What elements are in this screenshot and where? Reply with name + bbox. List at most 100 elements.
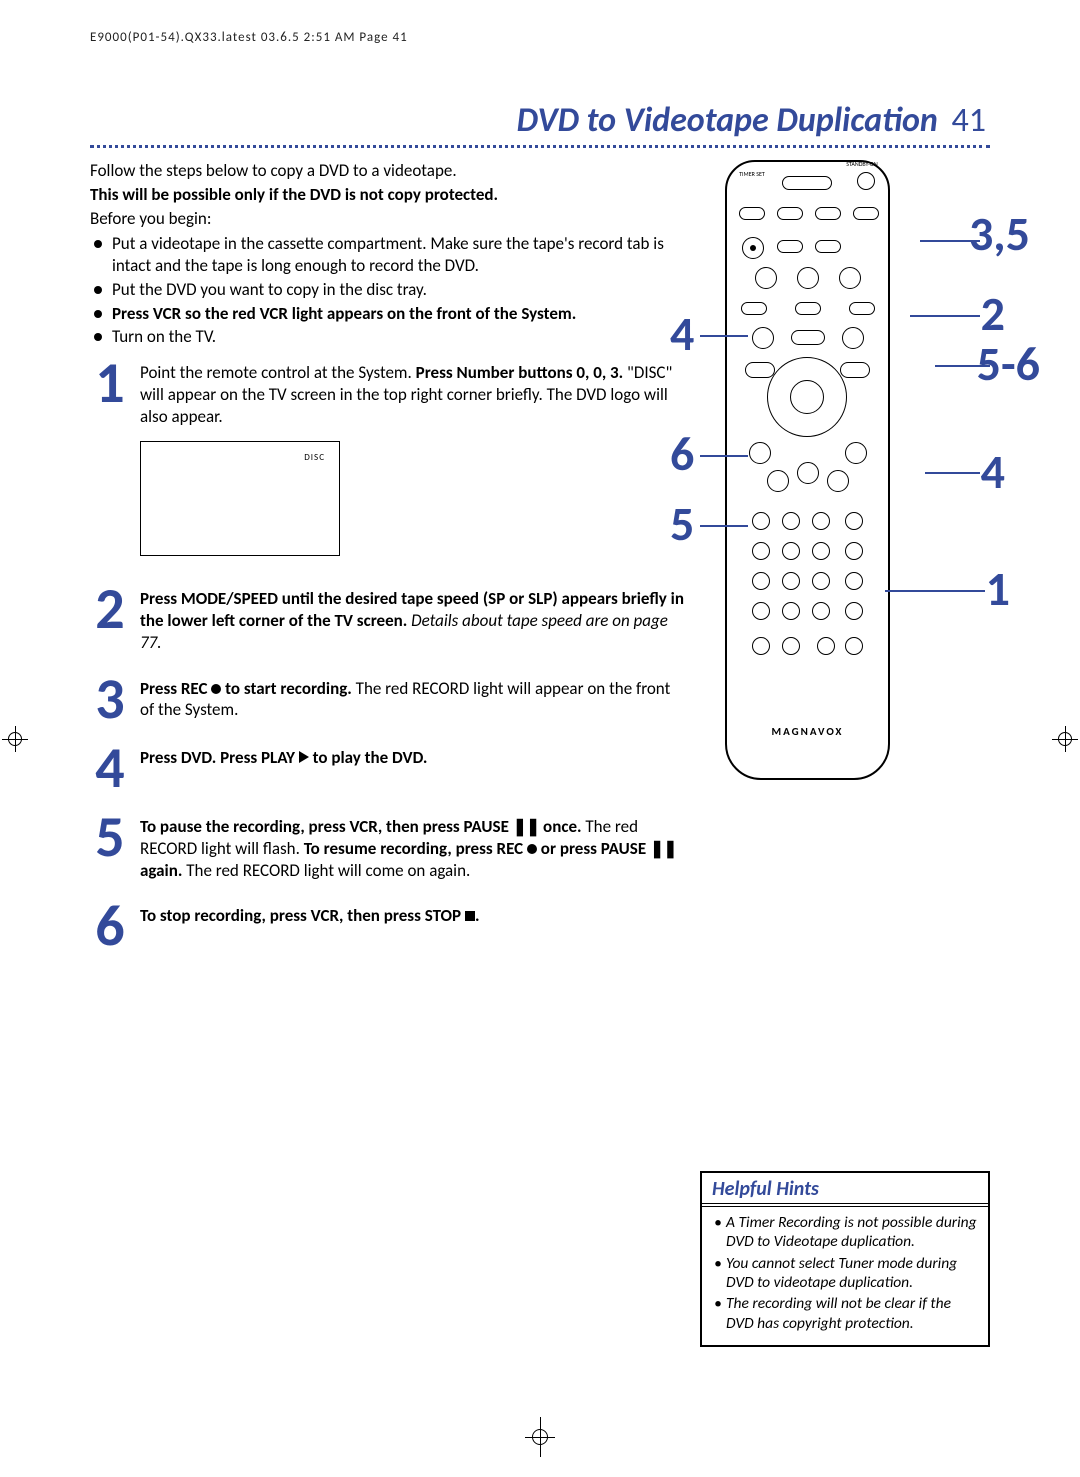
setup-button	[739, 207, 765, 220]
remote-label: STANDBY-ON	[837, 160, 887, 168]
print-header: E9000(P01-54).QX33.latest 03.6.5 2:51 AM…	[90, 30, 990, 45]
callout-line	[700, 335, 748, 337]
callout-6-left: 6	[670, 430, 694, 478]
page-title: DVD to Videotape Duplication	[517, 100, 938, 141]
intro-bullet: Turn on the TV.	[90, 326, 685, 348]
rew-button	[767, 470, 789, 492]
ab-button	[845, 602, 863, 620]
title-rule	[90, 145, 990, 148]
vol-plus-button	[845, 637, 863, 655]
menu-button	[745, 362, 775, 378]
step-6: 6 To stop recording, press VCR, then pre…	[90, 901, 685, 950]
callout-line	[700, 525, 748, 527]
display-button	[777, 240, 803, 253]
step-number: 5	[90, 812, 130, 861]
intro-line3: Before you begin:	[90, 208, 685, 230]
search-mode-button	[845, 572, 863, 590]
vol-minus-button	[817, 637, 835, 655]
intro-bullet: Put a videotape in the cassette compartm…	[90, 233, 685, 277]
disc-label: DISC	[304, 452, 325, 464]
step-text: Press DVD. Press PLAY	[140, 747, 299, 768]
step-text: To pause the recording, press VCR, then …	[140, 816, 513, 837]
step-text: To resume recording, press REC	[304, 838, 527, 859]
registration-mark-left	[2, 726, 28, 752]
ok-ring	[790, 380, 824, 414]
steps: 1 Point the remote control at the System…	[90, 358, 685, 951]
slow-button	[845, 512, 863, 530]
play-icon	[299, 751, 309, 763]
num-9	[812, 572, 830, 590]
remote-outline: TIMER SET STANDBY-ON	[725, 160, 890, 780]
step-number: 1	[90, 358, 130, 407]
stop-icon	[465, 911, 475, 921]
callout-line	[920, 240, 980, 242]
step-text: The red RECORD light will appear on the …	[140, 678, 670, 721]
play-button	[845, 442, 867, 464]
audio-button	[777, 207, 803, 220]
callout-1: 1	[986, 565, 1010, 613]
skip-up-button	[839, 267, 861, 289]
pause-icon: ❚❚	[513, 816, 540, 838]
remote-label: TIMER SET	[737, 170, 767, 178]
step-text: .	[475, 905, 480, 926]
step-text: once.	[539, 816, 581, 837]
main-columns: Follow the steps below to copy a DVD to …	[90, 160, 990, 971]
hint-item: The recording will not be clear if the D…	[712, 1294, 978, 1333]
callout-5-6: 5-6	[977, 340, 1040, 388]
hints-title: Helpful Hints	[702, 1173, 988, 1207]
step-text: Press Number buttons 0, 0, 3.	[416, 362, 624, 383]
standby-button	[857, 172, 875, 190]
step-body: To stop recording, press VCR, then press…	[140, 901, 685, 927]
registration-mark-bottom	[525, 1417, 555, 1457]
step-number: 4	[90, 743, 130, 792]
hint-item: You cannot select Tuner mode during DVD …	[712, 1254, 978, 1293]
intro-block: Follow the steps below to copy a DVD to …	[90, 160, 685, 348]
step-text: again.	[140, 860, 182, 881]
step-5: 5 To pause the recording, press VCR, the…	[90, 812, 685, 881]
step-body: Press DVD. Press PLAY to play the DVD.	[140, 743, 685, 769]
step-body: Press MODE/SPEED until the desired tape …	[140, 584, 685, 653]
plus10-button	[752, 602, 770, 620]
step-text: Point the remote control at the System.	[140, 362, 416, 383]
callout-line	[700, 455, 748, 457]
disc-selector-button	[812, 602, 830, 620]
step-text: or press PAUSE	[537, 838, 650, 859]
timer-set-button	[782, 176, 832, 190]
intro-bullets: Put a videotape in the cassette compartm…	[90, 233, 685, 348]
hint-item: A Timer Recording is not possible during…	[712, 1213, 978, 1252]
step-4: 4 Press DVD. Press PLAY to play the DVD.	[90, 743, 685, 792]
return-button	[849, 302, 875, 315]
step-number: 3	[90, 674, 130, 723]
circle-icon	[211, 684, 221, 694]
pause-icon: ❚❚	[650, 838, 677, 860]
step-body: Press REC to start recording. The red RE…	[140, 674, 685, 722]
remote-brand: MAGNAVOX	[727, 725, 888, 738]
callout-3-5: 3,5	[969, 210, 1030, 258]
num-1	[752, 512, 770, 530]
intro-line1: Follow the steps below to copy a DVD to …	[90, 160, 685, 182]
step-text: To stop recording, press VCR, then press…	[140, 905, 465, 926]
circle-icon	[527, 844, 537, 854]
hints-body: A Timer Recording is not possible during…	[702, 1207, 988, 1345]
intro-line2: This will be possible only if the DVD is…	[90, 184, 685, 206]
vcr-button	[842, 327, 864, 349]
step-text: Press REC	[140, 678, 211, 699]
step-body: To pause the recording, press VCR, then …	[140, 812, 685, 881]
ff-button	[827, 470, 849, 492]
callout-4-left: 4	[670, 310, 694, 358]
num-7	[752, 572, 770, 590]
left-column: Follow the steps below to copy a DVD to …	[90, 160, 685, 971]
helpful-hints-box: Helpful Hints A Timer Recording is not p…	[700, 1171, 990, 1347]
surround-button	[752, 637, 770, 655]
remote-diagram: TIMER SET STANDBY-ON	[700, 160, 990, 800]
tuner-button	[791, 330, 825, 345]
stop-button	[749, 442, 771, 464]
sound-button	[782, 637, 800, 655]
intro-bullet: Put the DVD you want to copy in the disc…	[90, 279, 685, 301]
callout-line	[935, 365, 990, 367]
clear-button	[797, 267, 819, 289]
num-5	[782, 542, 800, 560]
page-number: 41	[952, 100, 986, 141]
step-3: 3 Press REC to start recording. The red …	[90, 674, 685, 723]
num-0	[782, 602, 800, 620]
